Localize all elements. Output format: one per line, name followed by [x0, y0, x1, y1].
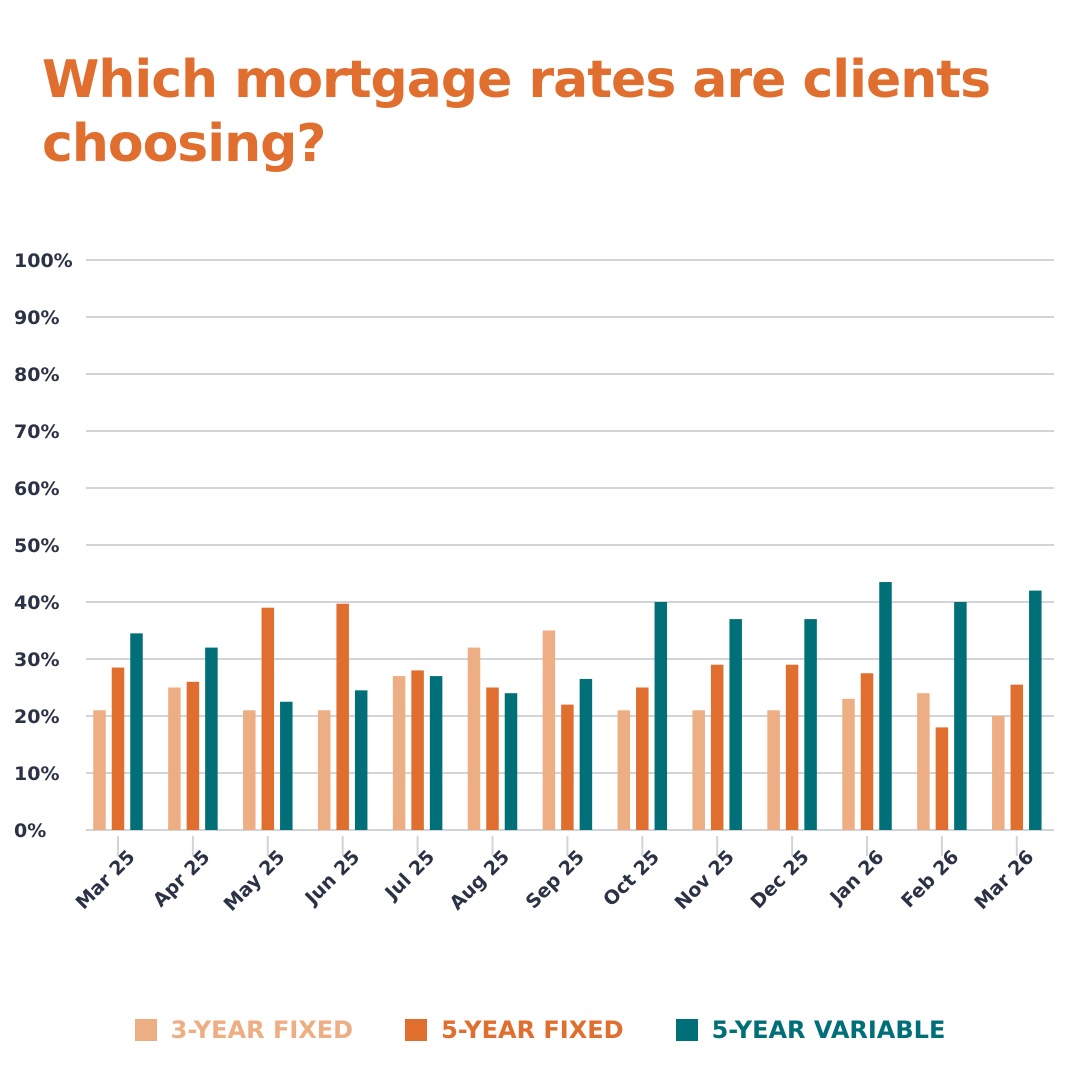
- y-tick-label: 40%: [14, 592, 59, 614]
- legend-item-5-year-variable: 5-YEAR VARIABLE: [675, 1016, 946, 1044]
- x-tick-label: Jul 25: [380, 846, 440, 906]
- bar: [954, 602, 967, 830]
- x-tick-label: Feb 26: [897, 846, 963, 912]
- bar: [860, 673, 874, 830]
- x-tick-label: Mar 26: [970, 846, 1038, 914]
- bar: [354, 690, 368, 830]
- bar: [111, 667, 125, 830]
- bar: [542, 630, 556, 830]
- bar: [692, 710, 705, 830]
- y-tick-label: 100%: [14, 250, 73, 272]
- bar: [1029, 590, 1042, 830]
- bar: [130, 633, 143, 830]
- x-tick-label: Dec 25: [746, 846, 813, 913]
- bar: [243, 710, 256, 830]
- bar: [317, 710, 331, 830]
- bar: [767, 710, 780, 830]
- x-tick-label: Oct 25: [599, 846, 664, 911]
- x-tick-label: Mar 25: [72, 846, 140, 914]
- legend-label-3-year-fixed: 3-YEAR FIXED: [170, 1016, 354, 1044]
- y-tick-label: 50%: [14, 535, 59, 557]
- bar: [205, 647, 218, 830]
- bar: [504, 693, 518, 830]
- bar: [879, 582, 892, 830]
- bar-chart: 0%10%20%30%40%50%60%70%80%90%100%Mar 25 A…: [14, 250, 1054, 916]
- bar: [429, 676, 443, 830]
- bar: [935, 727, 949, 830]
- bar: [467, 647, 481, 830]
- y-tick-label: 70%: [14, 421, 59, 443]
- y-tick-label: 30%: [14, 649, 59, 671]
- bar: [561, 704, 574, 830]
- bar: [636, 687, 649, 830]
- legend-swatch-5-year-variable: [675, 1019, 698, 1041]
- y-tick-label: 90%: [14, 307, 59, 329]
- x-tick-label: Sep 25: [522, 846, 589, 913]
- x-tick-label: Aug 25: [446, 846, 515, 915]
- x-tick-label: Jan 26: [825, 846, 889, 910]
- bar: [280, 701, 293, 830]
- bar: [917, 693, 930, 830]
- legend-swatch-3-year-fixed: [134, 1019, 157, 1041]
- bar: [93, 710, 106, 830]
- bar: [729, 619, 742, 830]
- bar: [1010, 684, 1024, 830]
- bar: [486, 687, 499, 830]
- y-tick-label: 20%: [14, 706, 59, 728]
- x-tick-label: Jun 25: [300, 846, 364, 910]
- bar: [579, 678, 593, 830]
- bar: [992, 716, 1005, 830]
- legend-item-5-year-fixed: 5-YEAR FIXED: [405, 1016, 624, 1044]
- bar: [392, 676, 406, 830]
- bar: [336, 603, 349, 830]
- bar: [842, 698, 855, 830]
- bar: [785, 664, 799, 830]
- bar: [168, 687, 181, 830]
- x-tick-label: Nov 25: [671, 846, 739, 914]
- chart-title: Which mortgage rates are clients choosin…: [42, 50, 991, 174]
- bar: [654, 602, 668, 830]
- legend-swatch-5-year-fixed: [405, 1019, 428, 1041]
- bar: [804, 619, 817, 830]
- y-tick-label: 80%: [14, 364, 59, 386]
- bar: [411, 670, 424, 830]
- bar: [261, 607, 275, 830]
- legend: 3-YEAR FIXED 5-YEAR FIXED 5-YEAR VARIABL…: [0, 1012, 1080, 1048]
- bar: [186, 681, 200, 830]
- y-tick-label: 0%: [14, 820, 46, 842]
- x-tick-label: May 25: [220, 846, 290, 916]
- legend-item-3-year-fixed: 3-YEAR FIXED: [134, 1016, 354, 1044]
- legend-label-5-year-variable: 5-YEAR VARIABLE: [711, 1016, 946, 1044]
- bar: [617, 710, 631, 830]
- y-tick-label: 60%: [14, 478, 59, 500]
- bar: [710, 664, 724, 830]
- y-tick-label: 10%: [14, 763, 59, 785]
- legend-label-5-year-fixed: 5-YEAR FIXED: [441, 1016, 624, 1044]
- x-tick-label: Apr 25: [149, 846, 215, 912]
